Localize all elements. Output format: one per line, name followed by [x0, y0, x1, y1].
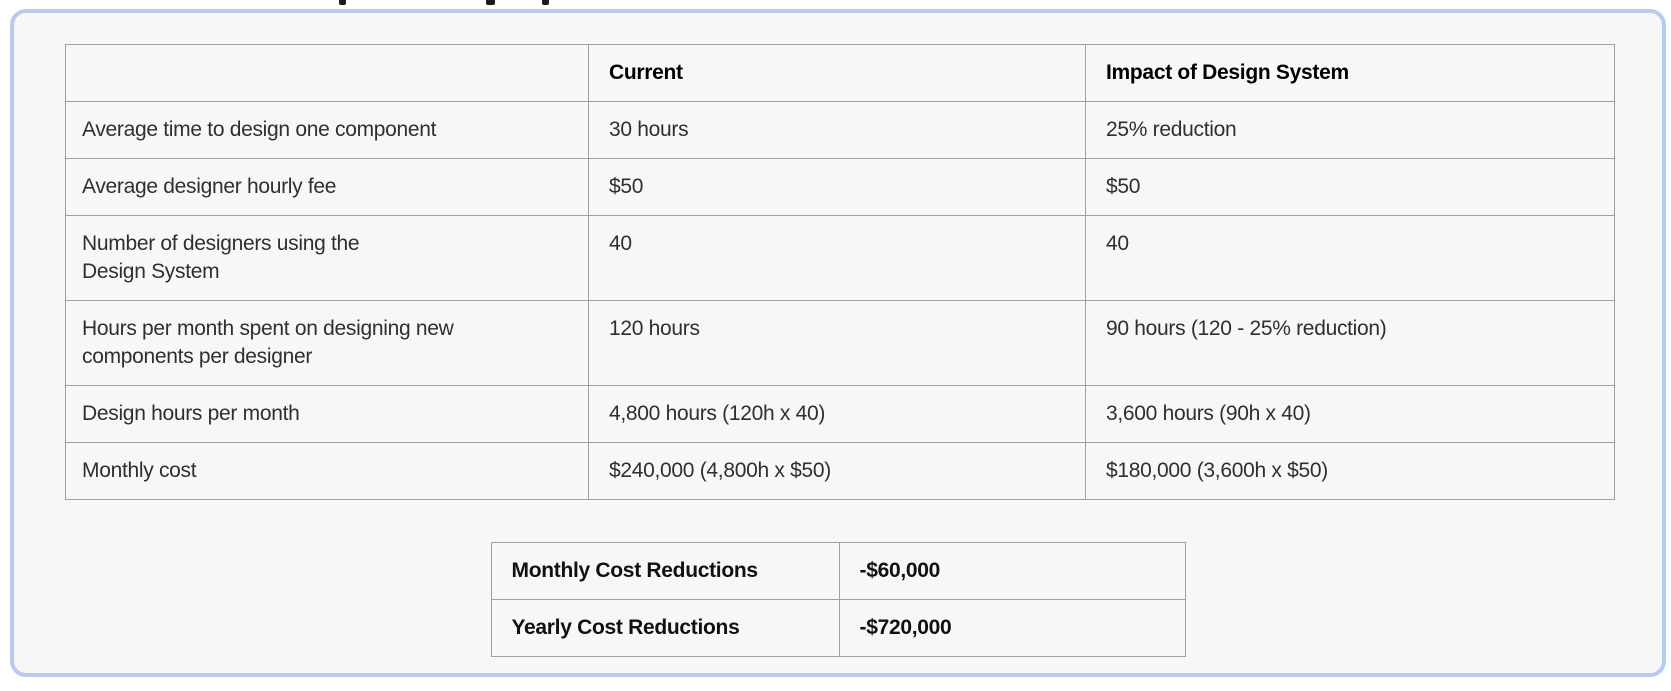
row-current-value: 4,800 hours (120h x 40): [588, 385, 1086, 443]
row-label: Number of designers using the Design Sys…: [65, 215, 589, 301]
header-impact: Impact of Design System: [1085, 44, 1615, 102]
row-impact-value: 3,600 hours (90h x 40): [1085, 385, 1615, 443]
table-row: Average designer hourly fee $50 $50: [65, 158, 1615, 216]
clipped-heading-descender: [542, 0, 549, 5]
row-label: Average time to design one component: [65, 101, 589, 159]
row-impact-value: $50: [1085, 158, 1615, 216]
summary-value: -$720,000: [838, 599, 1186, 657]
row-current-value: 30 hours: [588, 101, 1086, 159]
row-current-value: $240,000 (4,800h x $50): [588, 442, 1086, 500]
summary-label: Monthly Cost Reductions: [490, 542, 840, 600]
summary-row: Monthly Cost Reductions -$60,000: [490, 542, 1186, 600]
header-empty: [65, 44, 589, 102]
table-row: Design hours per month 4,800 hours (120h…: [65, 385, 1615, 443]
summary-value: -$60,000: [838, 542, 1186, 600]
summary-row: Yearly Cost Reductions -$720,000: [490, 599, 1186, 657]
row-label: Design hours per month: [65, 385, 589, 443]
row-current-value: $50: [588, 158, 1086, 216]
clipped-heading-descender: [339, 0, 346, 5]
table-row: Hours per month spent on designing new c…: [65, 300, 1615, 386]
table-row: Average time to design one component 30 …: [65, 101, 1615, 159]
row-current-value: 40: [588, 215, 1086, 301]
row-label: Average designer hourly fee: [65, 158, 589, 216]
summary-label: Yearly Cost Reductions: [490, 599, 840, 657]
row-impact-value: $180,000 (3,600h x $50): [1085, 442, 1615, 500]
row-impact-value: 90 hours (120 - 25% reduction): [1085, 300, 1615, 386]
row-label: Hours per month spent on designing new c…: [65, 300, 589, 386]
header-current: Current: [588, 44, 1086, 102]
table-header-row: Current Impact of Design System: [65, 44, 1615, 102]
clipped-heading-descender: [486, 0, 495, 5]
table-row: Number of designers using the Design Sys…: [65, 215, 1615, 301]
row-current-value: 120 hours: [588, 300, 1086, 386]
cost-analysis-panel: Current Impact of Design System Average …: [10, 9, 1666, 677]
design-system-cost-table: Current Impact of Design System Average …: [65, 44, 1615, 500]
row-impact-value: 25% reduction: [1085, 101, 1615, 159]
row-label: Monthly cost: [65, 442, 589, 500]
table-row: Monthly cost $240,000 (4,800h x $50) $18…: [65, 442, 1615, 500]
cost-reductions-summary-table: Monthly Cost Reductions -$60,000 Yearly …: [490, 542, 1186, 657]
row-impact-value: 40: [1085, 215, 1615, 301]
